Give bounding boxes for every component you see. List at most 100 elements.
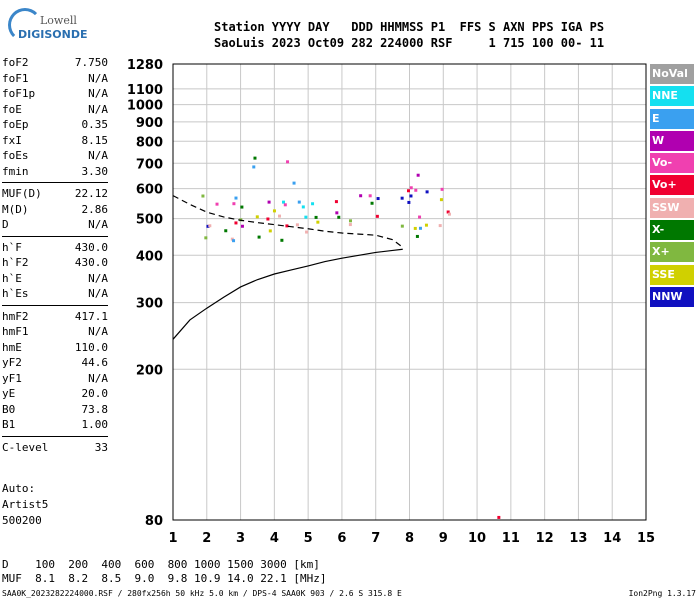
param-row: fxI 8.15 bbox=[2, 134, 108, 150]
param-value: 110.0 bbox=[74, 340, 108, 354]
param-name: hmF2 bbox=[2, 309, 29, 323]
echo-point bbox=[240, 224, 244, 228]
echo-point bbox=[376, 197, 380, 201]
x-tick-label: 13 bbox=[569, 531, 587, 546]
param-row: h`F 430.0 bbox=[2, 241, 108, 257]
echo-point bbox=[438, 224, 442, 228]
legend-item: X- bbox=[650, 220, 694, 241]
param-name: B1 bbox=[2, 418, 16, 431]
plot-frame bbox=[172, 63, 647, 521]
echo-point bbox=[359, 194, 363, 198]
param-row: fmin 3.30 bbox=[2, 165, 108, 181]
param-name: hmE bbox=[2, 340, 22, 354]
param-name: C-level bbox=[2, 440, 49, 454]
param-value: 22.12 bbox=[74, 187, 108, 200]
param-name: yF1 bbox=[2, 371, 22, 385]
param-value: N/A bbox=[88, 325, 108, 338]
param-value: N/A bbox=[88, 371, 108, 385]
param-row: h`F2 430.0 bbox=[2, 256, 108, 272]
echo-point bbox=[413, 226, 417, 230]
echo-point bbox=[414, 188, 418, 192]
param-row: hmE 110.0 bbox=[2, 341, 108, 357]
echo-point bbox=[400, 196, 404, 200]
param-value: 44.6 bbox=[81, 356, 109, 369]
echo-point bbox=[204, 236, 208, 240]
legend-item: SSE bbox=[650, 264, 694, 285]
echo-point bbox=[240, 205, 244, 209]
echo-point bbox=[232, 202, 236, 206]
echo-point bbox=[415, 234, 419, 238]
param-value: 8.15 bbox=[81, 133, 109, 147]
param-value: 430.0 bbox=[74, 256, 108, 269]
echo-point bbox=[283, 203, 287, 207]
y-tick-label: 1100 bbox=[127, 83, 163, 98]
x-tick-label: 1 bbox=[168, 531, 177, 546]
logo-arc-icon bbox=[8, 8, 42, 42]
echo-point bbox=[304, 215, 308, 219]
x-tick-label: 14 bbox=[603, 531, 621, 546]
echo-point bbox=[418, 226, 422, 230]
distance-row: D 100 200 400 600 800 1000 1500 3000 [km… bbox=[2, 558, 320, 571]
param-name: fmin bbox=[2, 164, 29, 178]
echo-point bbox=[297, 200, 301, 204]
param-name: hmF1 bbox=[2, 325, 29, 338]
echo-point bbox=[400, 224, 404, 228]
param-value: 33 bbox=[94, 440, 108, 454]
param-row: C-level 33 bbox=[2, 441, 108, 457]
param-row: hmF2 417.1 bbox=[2, 310, 108, 326]
param-row: yF1 N/A bbox=[2, 372, 108, 388]
echo-point bbox=[440, 187, 444, 191]
x-tick-label: 3 bbox=[236, 531, 245, 546]
param-row: hmF1 N/A bbox=[2, 325, 108, 341]
muf-row: MUF 8.1 8.2 8.5 9.0 9.8 10.9 14.0 22.1 [… bbox=[2, 572, 327, 585]
header-line-1: Station YYYY DAY DDD HHMMSS P1 FFS S AXN… bbox=[214, 20, 605, 34]
y-tick-label: 900 bbox=[136, 116, 163, 131]
x-tick-label: 8 bbox=[405, 531, 414, 546]
param-name: yF2 bbox=[2, 356, 22, 369]
param-row: foF1 N/A bbox=[2, 72, 108, 88]
param-row: yF2 44.6 bbox=[2, 356, 108, 372]
echo-point bbox=[285, 224, 289, 228]
y-tick-label: 200 bbox=[136, 363, 163, 378]
param-value: N/A bbox=[88, 149, 108, 162]
param-value: N/A bbox=[88, 102, 108, 116]
echo-point bbox=[232, 239, 236, 243]
param-name: foEp bbox=[2, 118, 29, 131]
echo-point bbox=[253, 156, 257, 160]
profile-line bbox=[172, 248, 403, 340]
param-separator bbox=[2, 435, 108, 437]
param-name: foF1p bbox=[2, 87, 36, 100]
echo-point bbox=[424, 223, 428, 227]
param-row: foE N/A bbox=[2, 103, 108, 119]
param-separator bbox=[2, 304, 108, 306]
echo-point bbox=[201, 194, 205, 198]
y-tick-label: 1280 bbox=[127, 58, 163, 73]
x-tick-label: 2 bbox=[202, 531, 211, 546]
y-tick-label: 600 bbox=[136, 183, 163, 198]
param-name: h`F bbox=[2, 240, 22, 254]
echo-point bbox=[416, 173, 420, 177]
x-tick-label: 10 bbox=[468, 531, 486, 546]
legend-item: NoVal bbox=[650, 64, 694, 84]
echo-point bbox=[368, 194, 372, 198]
y-tick-label: 500 bbox=[136, 213, 163, 228]
auto-code: 500200 bbox=[2, 514, 42, 527]
echo-point bbox=[409, 186, 413, 190]
y-tick-label: 800 bbox=[136, 135, 163, 150]
y-tick-label: 400 bbox=[136, 249, 163, 264]
param-value: N/A bbox=[88, 287, 108, 300]
trace-dashed-line bbox=[172, 195, 404, 248]
param-name: foEs bbox=[2, 149, 29, 162]
echo-point bbox=[206, 224, 210, 228]
auto-label: Auto: bbox=[2, 482, 36, 495]
logo-lowell: Lowell bbox=[40, 14, 77, 27]
param-value: 417.1 bbox=[74, 309, 108, 323]
param-row: M(D) 2.86 bbox=[2, 203, 108, 219]
echo-point bbox=[295, 223, 299, 227]
param-name: foF2 bbox=[2, 56, 29, 69]
legend: NoVal NNE E W Vo- Vo+ SSW X- X+ SSE NNW bbox=[650, 64, 694, 309]
echo-point bbox=[266, 217, 270, 221]
param-name: D bbox=[2, 218, 9, 231]
parameters-panel: foF2 7.750 foF1 N/A foF1p N/A foE N/A foEp 0.35 fx… bbox=[2, 56, 108, 456]
echo-point bbox=[292, 181, 296, 185]
